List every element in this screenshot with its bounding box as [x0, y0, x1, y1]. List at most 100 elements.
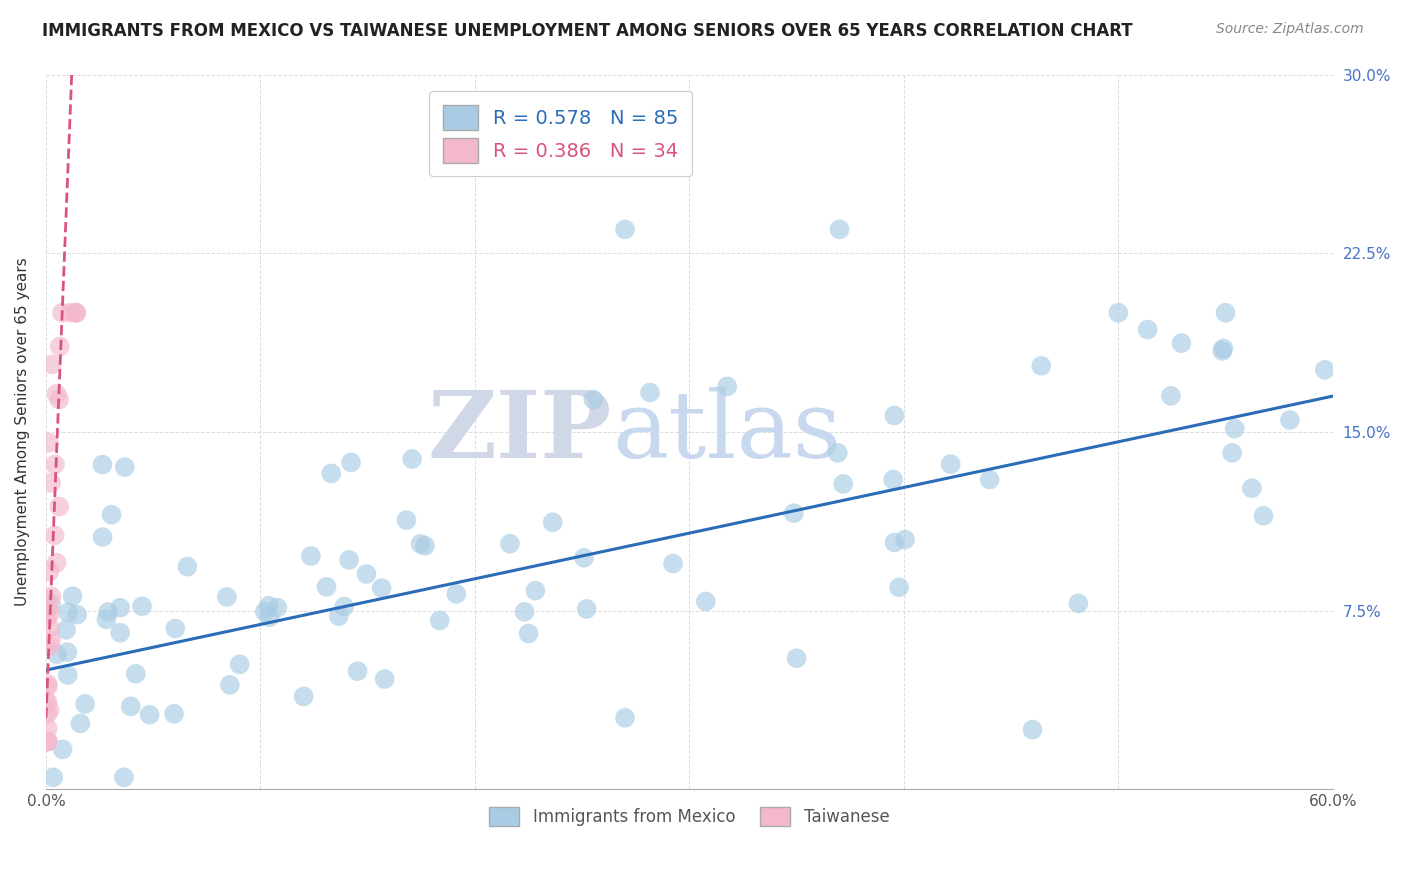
Point [409, 537, 432, 551]
Point [253, 605, 276, 619]
Point [91, 458, 114, 472]
Point [51, 306, 73, 320]
Point [100, 508, 122, 522]
Point [97, 605, 120, 619]
Point [37, 706, 59, 721]
Point [38, 703, 60, 717]
Point [39, 621, 62, 635]
Point [35, 611, 58, 625]
Point [1067, 596, 1090, 610]
Point [328, 609, 350, 624]
Point [333, 599, 356, 614]
Point [828, 222, 851, 236]
Point [91, 530, 114, 544]
Point [165, 622, 187, 636]
Point [346, 664, 368, 678]
Point [939, 457, 962, 471]
Point [38, 640, 60, 654]
Point [62, 589, 84, 603]
Point [35, 593, 58, 607]
Point [1313, 363, 1336, 377]
Point [887, 580, 910, 594]
Point [218, 678, 240, 692]
Point [614, 711, 637, 725]
Point [42, 770, 65, 784]
Point [827, 446, 849, 460]
Text: atlas: atlas [612, 387, 841, 477]
Point [37, 734, 59, 748]
Point [979, 473, 1001, 487]
Point [786, 651, 808, 665]
Point [614, 222, 637, 236]
Point [48, 392, 70, 407]
Text: Source: ZipAtlas.com: Source: ZipAtlas.com [1216, 22, 1364, 37]
Point [429, 614, 451, 628]
Point [56, 645, 79, 659]
Point [108, 600, 131, 615]
Point [69, 716, 91, 731]
Point [716, 379, 738, 393]
Point [125, 666, 148, 681]
Point [35, 697, 58, 711]
Point [395, 513, 418, 527]
Point [1240, 481, 1263, 495]
Point [48, 500, 70, 514]
Point [582, 392, 605, 407]
Point [228, 657, 250, 672]
Point [112, 770, 135, 784]
Point [66, 607, 89, 622]
Point [575, 602, 598, 616]
Point [41, 590, 63, 604]
Point [108, 625, 131, 640]
Point [572, 550, 595, 565]
Point [259, 610, 281, 624]
Point [401, 452, 423, 467]
Point [446, 587, 468, 601]
Point [257, 599, 280, 613]
Point [56, 668, 79, 682]
Point [695, 594, 717, 608]
Point [783, 506, 806, 520]
Point [38, 607, 60, 622]
Point [1021, 723, 1043, 737]
Point [1160, 389, 1182, 403]
Point [321, 467, 343, 481]
Text: IMMIGRANTS FROM MEXICO VS TAIWANESE UNEMPLOYMENT AMONG SENIORS OVER 65 YEARS COR: IMMIGRANTS FROM MEXICO VS TAIWANESE UNEM… [42, 22, 1133, 40]
Point [52, 742, 75, 756]
Point [1223, 422, 1246, 436]
Point [176, 559, 198, 574]
Point [513, 605, 536, 619]
Point [882, 473, 904, 487]
Point [120, 699, 142, 714]
Point [55, 623, 77, 637]
Point [38, 435, 60, 450]
Point [1170, 336, 1192, 351]
Point [65, 306, 87, 320]
Point [37, 695, 59, 709]
Point [413, 539, 436, 553]
Point [374, 672, 396, 686]
Point [266, 600, 288, 615]
Point [1220, 446, 1243, 460]
Point [499, 537, 522, 551]
Point [370, 581, 392, 595]
Point [114, 460, 136, 475]
Point [37, 722, 59, 736]
Point [832, 476, 855, 491]
Point [45, 647, 67, 661]
Point [48, 339, 70, 353]
Point [1136, 322, 1159, 336]
Point [39, 597, 62, 611]
Point [65, 306, 87, 320]
Point [337, 553, 360, 567]
Point [39, 475, 62, 490]
Point [1278, 413, 1301, 427]
Point [138, 707, 160, 722]
Point [163, 706, 186, 721]
Point [1031, 359, 1053, 373]
Point [1253, 508, 1275, 523]
Y-axis label: Unemployment Among Seniors over 65 years: Unemployment Among Seniors over 65 years [15, 258, 30, 607]
Legend: Immigrants from Mexico, Taiwanese: Immigrants from Mexico, Taiwanese [481, 798, 897, 835]
Point [1215, 306, 1237, 320]
Point [638, 385, 661, 400]
